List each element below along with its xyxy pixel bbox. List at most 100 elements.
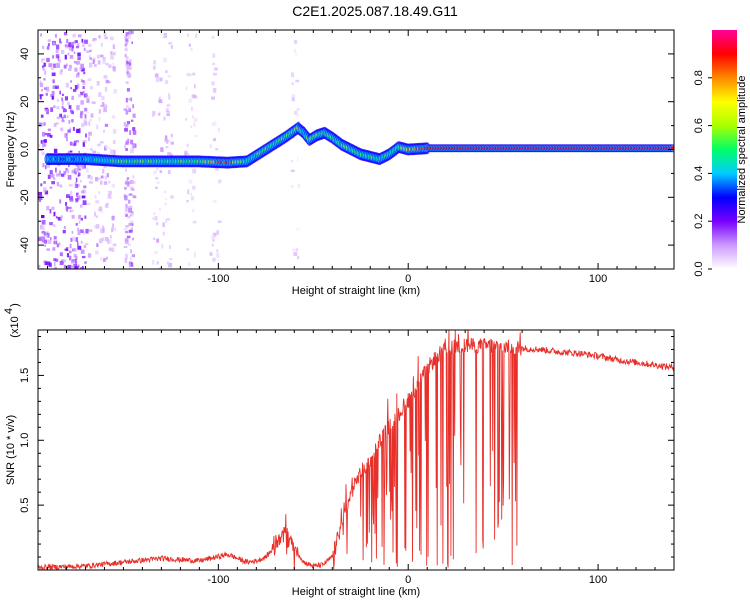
noise-speckle xyxy=(127,243,131,246)
noise-speckle xyxy=(64,109,67,112)
noise-speckle xyxy=(104,86,108,92)
noise-speckle xyxy=(49,170,53,175)
noise-speckle xyxy=(74,171,77,175)
snr-plot: -100 0 100 0.5 1.0 1.5 Height of straight line… xyxy=(3,303,675,598)
y-tick-label: 40 xyxy=(19,48,31,60)
noise-speckle xyxy=(165,198,168,201)
noise-speckle xyxy=(75,198,79,202)
noise-speckle xyxy=(43,78,46,81)
noise-speckle xyxy=(75,237,78,242)
noise-speckle xyxy=(95,250,99,255)
noise-speckle xyxy=(41,58,46,61)
noise-speckle xyxy=(125,32,129,37)
noise-speckle xyxy=(72,236,75,242)
noise-speckle xyxy=(161,149,164,153)
noise-speckle xyxy=(38,191,42,197)
colorbar-tick-label: 0.2 xyxy=(693,214,705,229)
noise-speckle xyxy=(67,173,69,177)
noise-speckle xyxy=(53,63,57,68)
noise-speckle xyxy=(113,89,118,94)
noise-speckle xyxy=(187,189,190,195)
noise-speckle xyxy=(46,86,50,92)
noise-speckle xyxy=(56,216,58,219)
noise-speckle xyxy=(125,203,128,208)
noise-speckle xyxy=(44,133,48,136)
noise-speckle xyxy=(153,237,156,240)
noise-speckle xyxy=(128,199,131,204)
noise-speckle xyxy=(85,133,87,138)
noise-speckle xyxy=(130,227,133,231)
noise-speckle xyxy=(74,67,78,72)
noise-speckle xyxy=(125,253,128,259)
noise-speckle xyxy=(68,120,71,124)
noise-speckle xyxy=(50,107,54,112)
noise-speckle xyxy=(47,133,51,137)
noise-speckle xyxy=(40,89,43,92)
noise-speckle xyxy=(94,211,96,217)
noise-speckle xyxy=(64,54,67,60)
noise-speckle xyxy=(213,121,217,126)
noise-speckle xyxy=(53,261,56,267)
noise-speckle xyxy=(88,55,91,61)
noise-speckle xyxy=(51,181,55,185)
noise-speckle xyxy=(159,170,162,173)
noise-speckle xyxy=(45,92,48,96)
noise-speckle xyxy=(73,51,76,54)
noise-speckle xyxy=(155,77,160,83)
noise-speckle xyxy=(132,195,137,199)
noise-speckle xyxy=(167,92,170,97)
noise-speckle xyxy=(213,200,217,203)
noise-speckle xyxy=(124,212,128,215)
noise-speckle xyxy=(81,190,84,194)
noise-speckle xyxy=(103,130,105,133)
noise-speckle xyxy=(111,215,115,221)
noise-speckle xyxy=(218,127,220,133)
noise-speckle xyxy=(103,164,107,169)
noise-speckle xyxy=(127,138,130,144)
noise-speckle xyxy=(82,189,86,194)
noise-speckle xyxy=(216,253,220,258)
noise-speckle xyxy=(124,36,128,40)
x-tick-label: 100 xyxy=(589,574,607,586)
noise-speckle xyxy=(296,248,298,252)
noise-speckle xyxy=(62,259,67,262)
noise-speckle xyxy=(42,132,46,137)
noise-speckle xyxy=(77,165,80,170)
noise-speckle xyxy=(156,181,160,184)
noise-speckle xyxy=(68,68,72,71)
noise-speckle xyxy=(70,142,74,145)
noise-speckle xyxy=(79,67,83,72)
noise-speckle xyxy=(213,138,217,142)
noise-speckle xyxy=(64,248,68,251)
noise-speckle xyxy=(63,170,66,175)
noise-speckle xyxy=(75,177,78,182)
noise-speckle xyxy=(103,108,107,113)
noise-speckle xyxy=(50,174,55,178)
noise-speckle xyxy=(126,68,129,72)
noise-speckle xyxy=(97,143,101,147)
noise-speckle xyxy=(89,57,93,60)
noise-speckle xyxy=(191,106,193,111)
noise-speckle xyxy=(165,80,169,84)
noise-speckle xyxy=(92,59,95,64)
noise-speckle xyxy=(69,209,72,213)
noise-speckle xyxy=(193,117,198,122)
noise-speckle xyxy=(127,34,131,39)
noise-speckle xyxy=(132,130,137,135)
noise-speckle xyxy=(95,200,100,204)
noise-speckle xyxy=(68,164,70,168)
noise-speckle xyxy=(56,106,60,110)
noise-speckle xyxy=(38,237,42,242)
noise-speckle xyxy=(167,261,170,265)
noise-speckle xyxy=(63,226,66,229)
noise-speckle xyxy=(53,236,57,240)
noise-speckle xyxy=(71,169,76,174)
y-tick-label: 0.0 xyxy=(19,142,31,157)
noise-speckle xyxy=(69,127,72,131)
noise-speckle xyxy=(43,187,47,193)
noise-speckle xyxy=(66,115,69,118)
noise-speckle xyxy=(82,200,87,205)
noise-speckle xyxy=(67,206,72,209)
noise-speckle xyxy=(76,184,80,187)
spectrogram-data xyxy=(38,30,674,269)
